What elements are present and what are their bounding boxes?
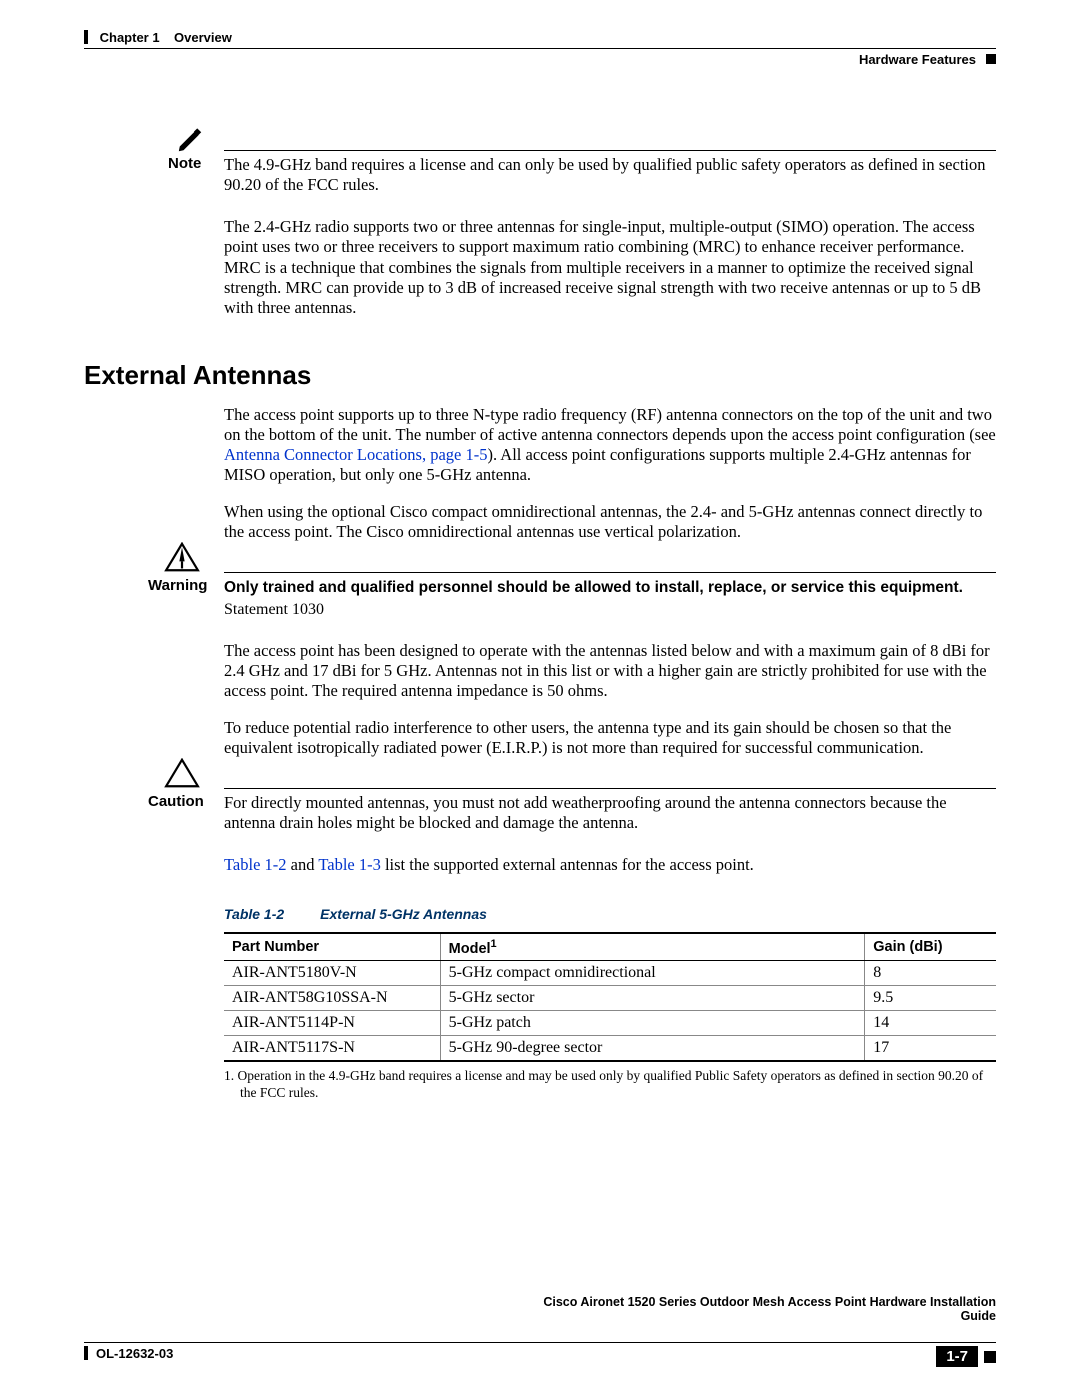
page-footer: Cisco Aironet 1520 Series Outdoor Mesh A… bbox=[84, 1314, 996, 1367]
col-gain: Gain (dBi) bbox=[865, 933, 996, 961]
warning-admonition: Warning Only trained and qualified perso… bbox=[224, 572, 996, 619]
warning-icon bbox=[162, 542, 202, 574]
paragraph-support: The access point supports up to three N-… bbox=[224, 405, 996, 486]
table-row: AIR-ANT58G10SSA-N 5-GHz sector 9.5 bbox=[224, 986, 996, 1011]
paragraph-tablerefs: Table 1-2 and Table 1-3 list the support… bbox=[224, 855, 996, 875]
heading-external-antennas: External Antennas bbox=[84, 360, 996, 391]
xref-table-1-2[interactable]: Table 1-2 bbox=[224, 855, 287, 874]
caution-label: Caution bbox=[148, 793, 224, 810]
running-header: Chapter 1 Overview Hardware Features bbox=[84, 30, 996, 80]
page-number-badge: 1-7 bbox=[936, 1346, 996, 1367]
footer-doc-title: Cisco Aironet 1520 Series Outdoor Mesh A… bbox=[540, 1295, 996, 1323]
paragraph-gain: The access point has been designed to op… bbox=[224, 641, 996, 701]
xref-table-1-3[interactable]: Table 1-3 bbox=[318, 855, 381, 874]
pencil-icon bbox=[176, 124, 206, 162]
warning-label: Warning bbox=[148, 577, 224, 594]
caution-icon bbox=[162, 758, 202, 790]
warning-statement: Statement 1030 bbox=[224, 600, 963, 620]
note-admonition: Note The 4.9-GHz band requires a license… bbox=[224, 150, 996, 195]
col-model: Model1 bbox=[440, 933, 865, 961]
footer-docnum: OL-12632-03 bbox=[84, 1346, 173, 1361]
header-right: Hardware Features bbox=[859, 52, 996, 67]
paragraph-omni: When using the optional Cisco compact om… bbox=[224, 502, 996, 542]
warning-text: Only trained and qualified personnel sho… bbox=[224, 579, 963, 596]
table-row: AIR-ANT5117S-N 5-GHz 90-degree sector 17 bbox=[224, 1036, 996, 1062]
table-footnote: 1. Operation in the 4.9-GHz band require… bbox=[224, 1068, 996, 1102]
table-row: AIR-ANT5180V-N 5-GHz compact omnidirecti… bbox=[224, 961, 996, 986]
xref-antenna-locations[interactable]: Antenna Connector Locations, page 1-5 bbox=[224, 445, 487, 464]
caution-text: For directly mounted antennas, you must … bbox=[224, 793, 996, 833]
paragraph-eirp: To reduce potential radio interference t… bbox=[224, 718, 996, 758]
paragraph-simo: The 2.4-GHz radio supports two or three … bbox=[224, 217, 996, 318]
col-part-number: Part Number bbox=[224, 933, 440, 961]
note-text: The 4.9-GHz band requires a license and … bbox=[224, 155, 996, 195]
table-header-row: Part Number Model1 Gain (dBi) bbox=[224, 933, 996, 961]
chapter-label: Chapter 1 bbox=[100, 30, 160, 45]
table-row: AIR-ANT5114P-N 5-GHz patch 14 bbox=[224, 1011, 996, 1036]
table-caption: Table 1-2External 5-GHz Antennas bbox=[224, 906, 996, 922]
antenna-table: Part Number Model1 Gain (dBi) AIR-ANT518… bbox=[224, 932, 996, 1063]
caution-admonition: Caution For directly mounted antennas, y… bbox=[224, 788, 996, 833]
header-left: Chapter 1 Overview bbox=[84, 30, 232, 45]
section-label: Overview bbox=[174, 30, 232, 45]
